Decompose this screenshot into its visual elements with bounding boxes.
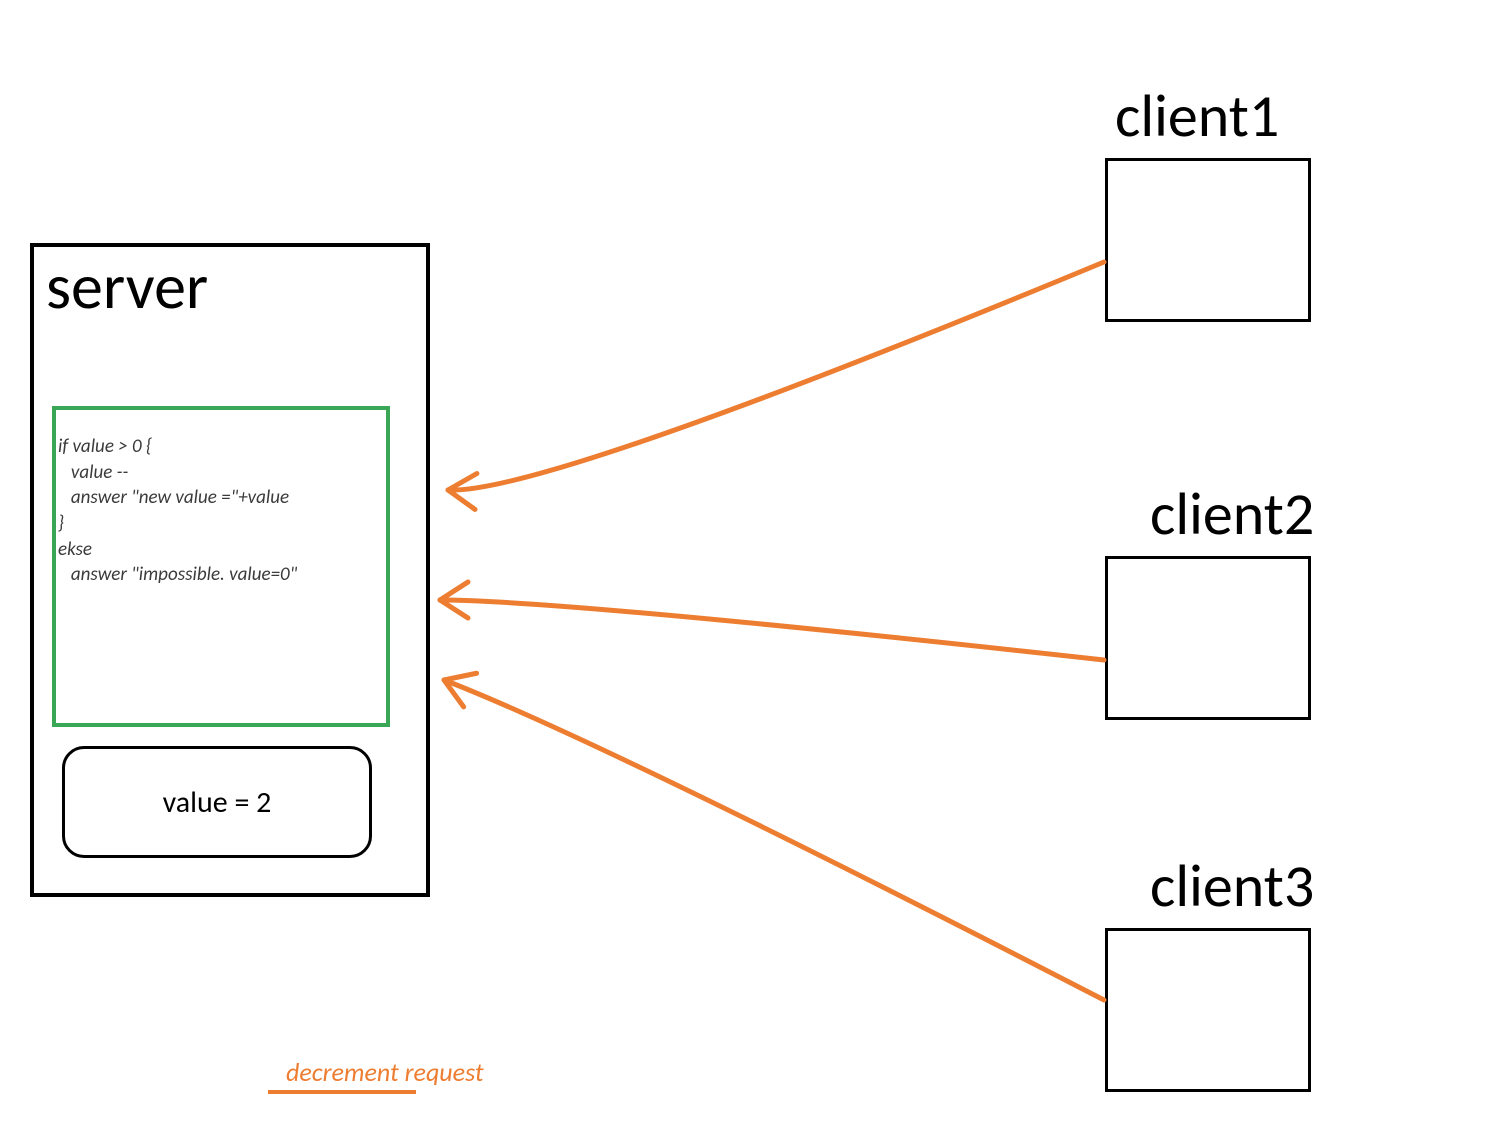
client2-label: client2: [1150, 478, 1314, 551]
client2-box: [1105, 556, 1311, 720]
client1-label: client1: [1115, 80, 1279, 153]
server-title: server: [46, 248, 208, 326]
legend-line: [268, 1090, 416, 1094]
client3-label: client3: [1150, 850, 1314, 923]
server-value-box: value = 2: [62, 746, 372, 858]
server-value-text: value = 2: [163, 784, 272, 821]
server-code-text: if value > 0 { value -- answer "new valu…: [58, 434, 297, 588]
client1-box: [1105, 158, 1311, 322]
client3-box: [1105, 928, 1311, 1092]
diagram-stage: server if value > 0 { value -- answer "n…: [0, 0, 1500, 1144]
legend-text: decrement request: [286, 1056, 484, 1088]
